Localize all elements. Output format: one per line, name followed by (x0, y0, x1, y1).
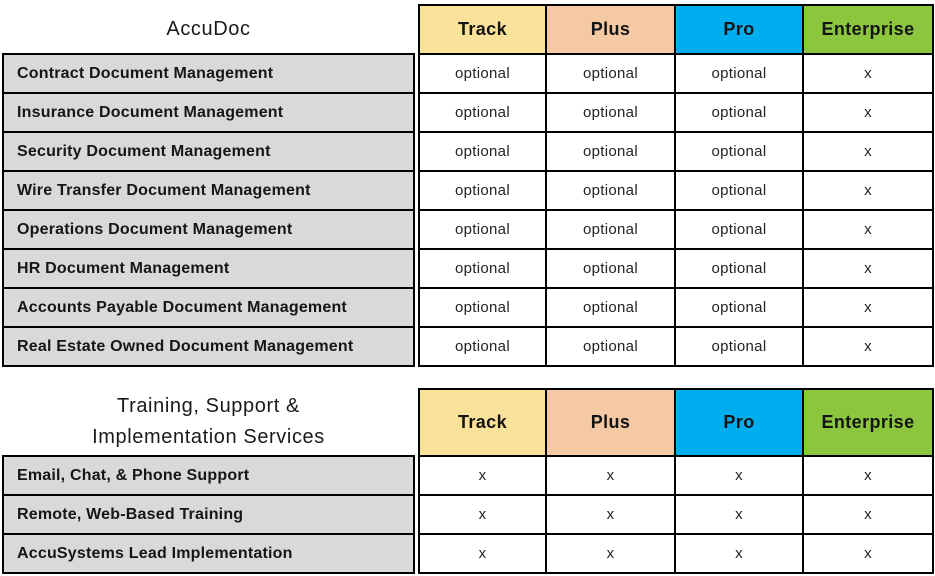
feature-label: Contract Document Management (2, 53, 415, 94)
table-row: Insurance Document Management optional opt… (2, 92, 934, 133)
cell-enterprise: x (802, 494, 934, 535)
cell-plus: x (545, 455, 676, 496)
cell-plus: x (545, 494, 676, 535)
cell-pro: optional (674, 248, 804, 289)
cell-pro: optional (674, 53, 804, 94)
cell-plus: optional (545, 53, 676, 94)
cell-enterprise: x (802, 533, 934, 574)
cell-plus: optional (545, 131, 676, 172)
cell-track: x (418, 494, 547, 535)
cell-plus: optional (545, 326, 676, 367)
feature-label: AccuSystems Lead Implementation (2, 533, 415, 574)
column-gap (414, 5, 419, 54)
section-title-training-support: Training, Support & Implementation Servi… (3, 389, 414, 456)
table-row: Security Document Management optional opti… (2, 131, 934, 172)
section-title-text: AccuDoc (166, 17, 251, 40)
column-gap (414, 456, 419, 495)
column-header-plus: Plus (545, 4, 676, 55)
accudoc-feature-table: AccuDoc Track Plus Pro Enterprise Contra… (2, 4, 934, 367)
cell-pro: optional (674, 170, 804, 211)
column-header-enterprise: Enterprise (802, 388, 934, 457)
table-row: Wire Transfer Document Management optiona… (2, 170, 934, 211)
column-gap (414, 132, 419, 171)
cell-enterprise: x (802, 53, 934, 94)
column-gap (414, 534, 419, 573)
feature-label: Operations Document Management (2, 209, 415, 250)
cell-plus: optional (545, 170, 676, 211)
cell-pro: x (674, 533, 804, 574)
column-gap (414, 288, 419, 327)
feature-label: Security Document Management (2, 131, 415, 172)
feature-label: Insurance Document Management (2, 92, 415, 133)
column-gap (414, 54, 419, 93)
cell-track: optional (418, 326, 547, 367)
cell-track: optional (418, 287, 547, 328)
table-row: HR Document Management optional optional op… (2, 248, 934, 289)
feature-label: Remote, Web-Based Training (2, 494, 415, 535)
cell-enterprise: x (802, 248, 934, 289)
column-gap (414, 327, 419, 366)
cell-enterprise: x (802, 209, 934, 250)
cell-track: optional (418, 209, 547, 250)
table-row: Real Estate Owned Document Management opt… (2, 326, 934, 367)
cell-track: optional (418, 53, 547, 94)
column-gap (414, 495, 419, 534)
column-gap (414, 249, 419, 288)
cell-plus: optional (545, 248, 676, 289)
table-row: Accounts Payable Document Management opti… (2, 287, 934, 328)
cell-plus: optional (545, 209, 676, 250)
cell-track: x (418, 533, 547, 574)
cell-plus: optional (545, 92, 676, 133)
cell-track: optional (418, 248, 547, 289)
section-title-accudoc: AccuDoc (3, 5, 414, 54)
table-row: Operations Document Management optional op… (2, 209, 934, 250)
column-header-plus: Plus (545, 388, 676, 457)
feature-label: Wire Transfer Document Management (2, 170, 415, 211)
column-header-track: Track (418, 4, 547, 55)
feature-label: Email, Chat, & Phone Support (2, 455, 415, 496)
header-row: AccuDoc Track Plus Pro Enterprise (3, 4, 934, 55)
column-header-pro: Pro (674, 388, 804, 457)
cell-pro: x (674, 494, 804, 535)
section-title-text: Training, Support & Implementation Servi… (92, 395, 325, 448)
header-row: Training, Support & Implementation Servi… (3, 388, 934, 457)
cell-track: optional (418, 170, 547, 211)
feature-label: Real Estate Owned Document Management (2, 326, 415, 367)
feature-label: HR Document Management (2, 248, 415, 289)
table-row: Email, Chat, & Phone Support x x x x (2, 455, 934, 496)
cell-enterprise: x (802, 92, 934, 133)
cell-pro: x (674, 455, 804, 496)
column-header-pro: Pro (674, 4, 804, 55)
table-row: Contract Document Management optional opti… (2, 53, 934, 94)
feature-label: Accounts Payable Document Management (2, 287, 415, 328)
cell-track: x (418, 455, 547, 496)
cell-plus: x (545, 533, 676, 574)
table-row: Remote, Web-Based Training x x x x (2, 494, 934, 535)
cell-pro: optional (674, 209, 804, 250)
cell-enterprise: x (802, 287, 934, 328)
cell-enterprise: x (802, 455, 934, 496)
cell-pro: optional (674, 92, 804, 133)
column-gap (414, 171, 419, 210)
cell-enterprise: x (802, 131, 934, 172)
cell-pro: optional (674, 326, 804, 367)
column-gap (414, 93, 419, 132)
cell-enterprise: x (802, 170, 934, 211)
cell-pro: optional (674, 131, 804, 172)
column-header-enterprise: Enterprise (802, 4, 934, 55)
column-gap (414, 210, 419, 249)
table-row: AccuSystems Lead Implementation x x x x (2, 533, 934, 574)
cell-enterprise: x (802, 326, 934, 367)
training-support-table: Training, Support & Implementation Servi… (2, 388, 934, 574)
column-header-track: Track (418, 388, 547, 457)
cell-track: optional (418, 92, 547, 133)
cell-pro: optional (674, 287, 804, 328)
cell-plus: optional (545, 287, 676, 328)
column-gap (414, 389, 419, 456)
cell-track: optional (418, 131, 547, 172)
